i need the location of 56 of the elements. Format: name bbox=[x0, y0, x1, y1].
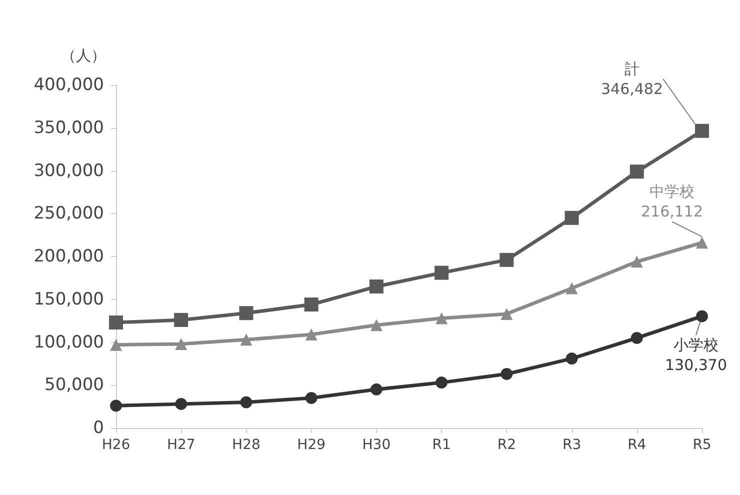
point bbox=[175, 398, 188, 410]
text: 計 bbox=[624, 60, 640, 78]
x-tick-label: H26 bbox=[102, 437, 130, 453]
point bbox=[370, 383, 382, 396]
point bbox=[369, 280, 384, 294]
y-tick-label: 400,000 bbox=[34, 75, 104, 95]
point bbox=[696, 310, 708, 322]
point bbox=[109, 316, 123, 330]
y-tick-label: 300,000 bbox=[34, 160, 104, 181]
x-tick-label: R4 bbox=[628, 437, 646, 453]
point bbox=[436, 312, 448, 324]
point bbox=[240, 396, 252, 408]
x-tick-label: R5 bbox=[692, 437, 712, 453]
point bbox=[240, 334, 252, 346]
y-tick-label: 200,000 bbox=[34, 246, 104, 266]
point bbox=[305, 328, 318, 341]
point bbox=[630, 256, 643, 268]
point bbox=[436, 376, 448, 389]
x-tick-label: H30 bbox=[362, 437, 391, 453]
point bbox=[174, 312, 188, 327]
x-tick-label: H29 bbox=[297, 437, 326, 453]
point bbox=[305, 392, 318, 404]
y-tick-label: 0 bbox=[93, 418, 104, 438]
data-label: 346,482 bbox=[600, 80, 664, 98]
point bbox=[500, 252, 514, 267]
data-label: 130,370 bbox=[664, 356, 728, 374]
point bbox=[630, 332, 643, 344]
y-tick-label: 150,000 bbox=[34, 289, 104, 310]
y-tick-label: 100,000 bbox=[34, 332, 104, 352]
x-tick-label: R1 bbox=[432, 437, 451, 453]
text: 中学校 bbox=[650, 182, 694, 201]
x-tick-label: R3 bbox=[562, 437, 582, 453]
point bbox=[566, 282, 578, 294]
x-tick-label: H28 bbox=[232, 437, 260, 453]
point bbox=[110, 338, 122, 351]
point bbox=[500, 368, 513, 380]
series-label: 小学校 bbox=[674, 336, 718, 354]
y-tick-label: 250,000 bbox=[34, 204, 104, 224]
y-tick-label: 350,000 bbox=[34, 118, 104, 138]
point bbox=[110, 400, 122, 412]
point bbox=[564, 210, 579, 225]
point bbox=[566, 352, 578, 365]
point bbox=[696, 236, 708, 249]
y-axis-title: （人） bbox=[61, 46, 106, 64]
point bbox=[175, 338, 188, 350]
point bbox=[370, 319, 382, 332]
point bbox=[304, 298, 318, 312]
data-label: 216,112 bbox=[640, 202, 704, 221]
point bbox=[500, 308, 513, 320]
y-tick-label: 50,000 bbox=[44, 375, 104, 396]
x-tick-label: H27 bbox=[166, 437, 196, 453]
point bbox=[695, 124, 709, 138]
point bbox=[239, 306, 254, 320]
point bbox=[434, 266, 449, 280]
point bbox=[630, 164, 644, 179]
x-tick-label: R2 bbox=[497, 437, 516, 453]
